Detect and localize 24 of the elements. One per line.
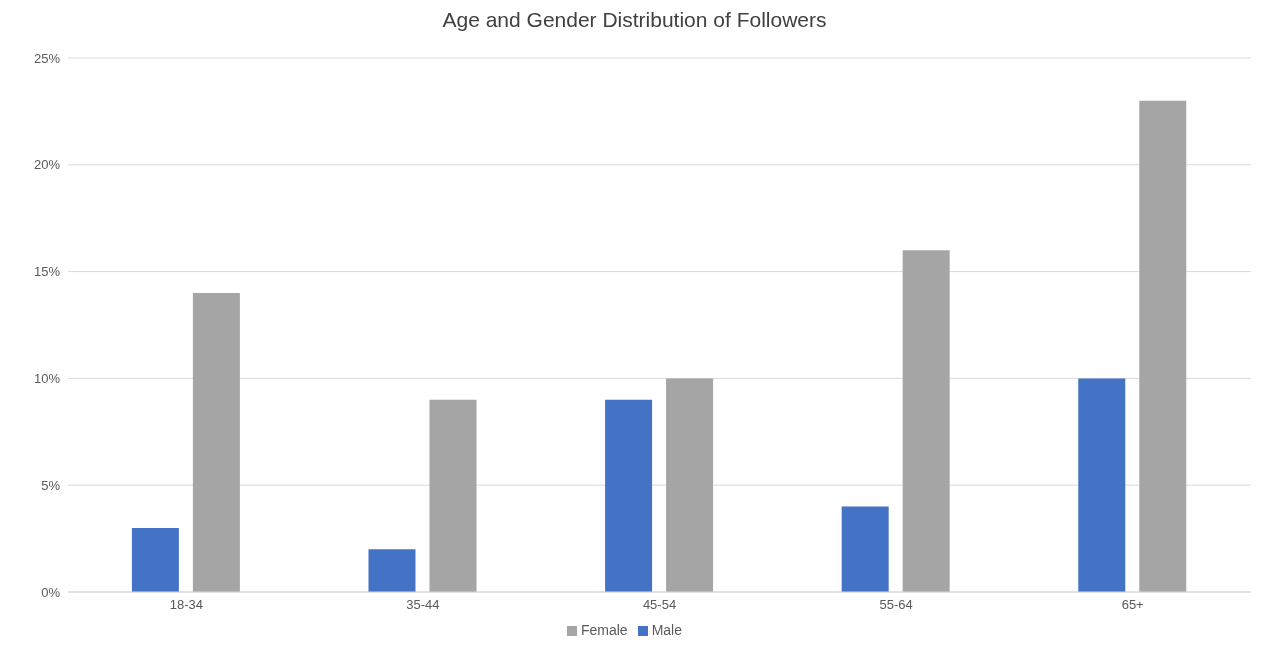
y-tick-label: 25% xyxy=(33,50,61,66)
legend-label: Female xyxy=(580,622,628,638)
bar xyxy=(429,399,477,592)
x-tick-label: 35-44 xyxy=(406,597,440,613)
bar xyxy=(368,549,416,592)
x-tick-label: 65+ xyxy=(1121,597,1144,613)
bar xyxy=(902,250,950,592)
bar xyxy=(666,378,714,592)
bar xyxy=(1139,100,1187,592)
x-tick-label: 55-64 xyxy=(879,597,913,613)
chart-title: Age and Gender Distribution of Followers xyxy=(441,8,828,33)
legend-label: Male xyxy=(651,622,683,638)
x-tick-label: 45-54 xyxy=(642,597,677,613)
bar xyxy=(192,292,240,592)
x-tick-label: 18-34 xyxy=(169,597,203,613)
y-tick-label: 15% xyxy=(33,264,61,280)
bar xyxy=(1078,378,1126,592)
y-tick-label: 5% xyxy=(41,477,61,493)
bar xyxy=(605,399,653,592)
y-tick-label: 20% xyxy=(33,157,61,173)
y-tick-label: 10% xyxy=(33,371,61,387)
bar xyxy=(841,506,889,592)
bar xyxy=(131,527,179,592)
y-tick-label: 0% xyxy=(41,584,61,600)
